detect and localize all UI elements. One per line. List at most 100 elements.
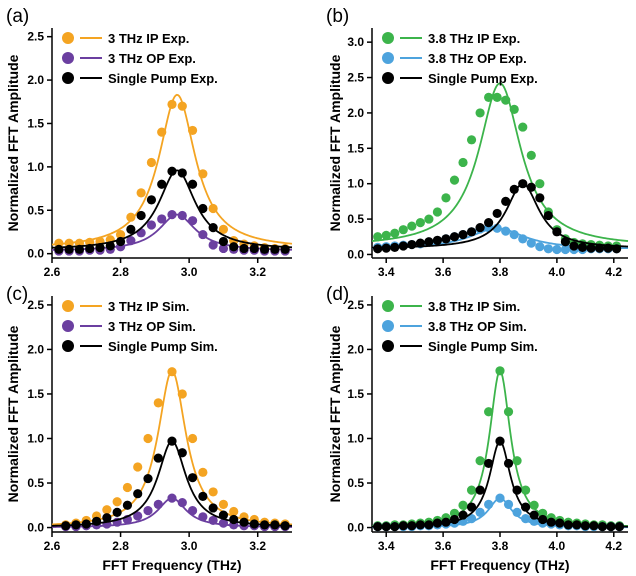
data-point [390,242,400,252]
data-point [177,210,187,221]
data-point [146,195,157,205]
y-tick-label: 1.5 [27,116,44,130]
panel-c: (c) 0.0 0.5 1.0 1.5 2.0 2.5 2.6 2.8 3.0 3.2 Normali… [5,284,293,573]
series-2 [371,436,629,532]
legend-marker [382,72,394,84]
data-point [484,92,494,102]
data-point [229,506,239,517]
data-point [466,514,477,524]
data-point [102,513,112,523]
data-point [586,243,596,253]
y-tick-label: 1.0 [347,431,364,445]
legend-marker [382,340,394,352]
data-point [407,521,417,531]
data-point [61,521,71,531]
data-point [198,512,208,522]
data-point [538,514,548,525]
data-point [424,214,434,224]
data-point [475,507,485,518]
data-point [143,433,153,444]
x-tick-label: 3.6 [435,265,452,279]
data-point [606,522,616,532]
data-point [398,521,408,531]
data-point [432,235,443,245]
data-point [153,499,163,509]
data-point [526,182,536,192]
legend-entry: 3 THz OP Sim. [62,319,196,334]
y-tick-label: 0.5 [27,203,44,217]
x-tick-label: 3.6 [435,539,452,553]
data-point [543,244,553,254]
data-point [167,210,177,220]
data-point [208,203,218,214]
panel-b: (b) 0.0 0.5 1.0 1.5 2.0 2.5 3.0 3.4 3.6 3.8 4.0 4.2 N… [326,6,629,279]
data-point [270,244,280,254]
data-point [208,487,218,497]
data-point [167,367,177,377]
data-point [466,485,477,495]
data-point [157,214,167,224]
panel-a: (a) 0.0 0.5 1.0 1.5 2.0 2.5 2.6 2.8 3.0 3.2 Normali… [5,6,293,279]
data-point [415,238,425,248]
data-point [458,157,468,168]
data-point [580,521,590,531]
x-tick-label: 3.0 [181,265,198,279]
data-point [208,240,218,250]
y-tick-label: 0.0 [27,247,44,261]
data-point [501,226,511,236]
data-point [415,520,425,530]
data-point [64,244,74,254]
data-point [259,244,270,254]
fit-curve [51,169,293,249]
data-point [208,515,218,526]
data-point [432,207,443,217]
data-point [187,506,198,516]
data-point [577,242,588,252]
data-point [441,193,451,203]
data-point [518,179,528,189]
data-point [552,227,562,237]
data-point [373,522,383,532]
data-point [495,436,505,446]
fit-curve [371,440,629,528]
data-point [407,221,417,231]
data-point [105,241,115,251]
data-point [560,237,571,247]
legend-label: Single Pump Exp. [108,71,218,86]
data-point [115,229,126,240]
y-tick-label: 1.0 [27,431,44,445]
panel-label: (b) [326,6,349,27]
data-point [122,482,133,493]
x-tick-label: 2.6 [44,265,61,279]
data-point [112,497,122,507]
data-point [495,366,505,376]
data-point [115,236,126,247]
x-tick-label: 3.0 [181,539,198,553]
y-tick-label: 0.0 [347,247,364,261]
data-point [441,517,451,527]
data-point [54,244,64,254]
x-axis-label: FFT Frequency (THz) [430,557,569,573]
legend-marker [382,52,394,64]
data-point [198,169,208,179]
data-point [126,224,136,234]
data-point [218,518,229,528]
y-tick-label: 2.5 [347,298,364,312]
y-tick-label: 2.5 [27,30,44,44]
data-point [424,237,434,247]
data-point [390,522,400,532]
data-point [501,95,511,105]
data-point [512,485,522,495]
legend-label: 3 THz OP Sim. [108,319,196,334]
data-point [466,227,477,237]
panel-d: (d) 0.0 0.5 1.0 1.5 2.0 2.5 3.4 3.6 3.8 4.0 4.2 Norm… [326,284,629,573]
data-point [449,175,460,185]
legend-label: 3.8 THz OP Sim. [428,319,527,334]
data-point [529,500,539,510]
data-point [81,519,91,529]
legend-marker [382,32,394,44]
data-point [535,193,545,203]
data-point [133,511,143,521]
data-point [424,520,434,530]
data-point [143,506,153,516]
